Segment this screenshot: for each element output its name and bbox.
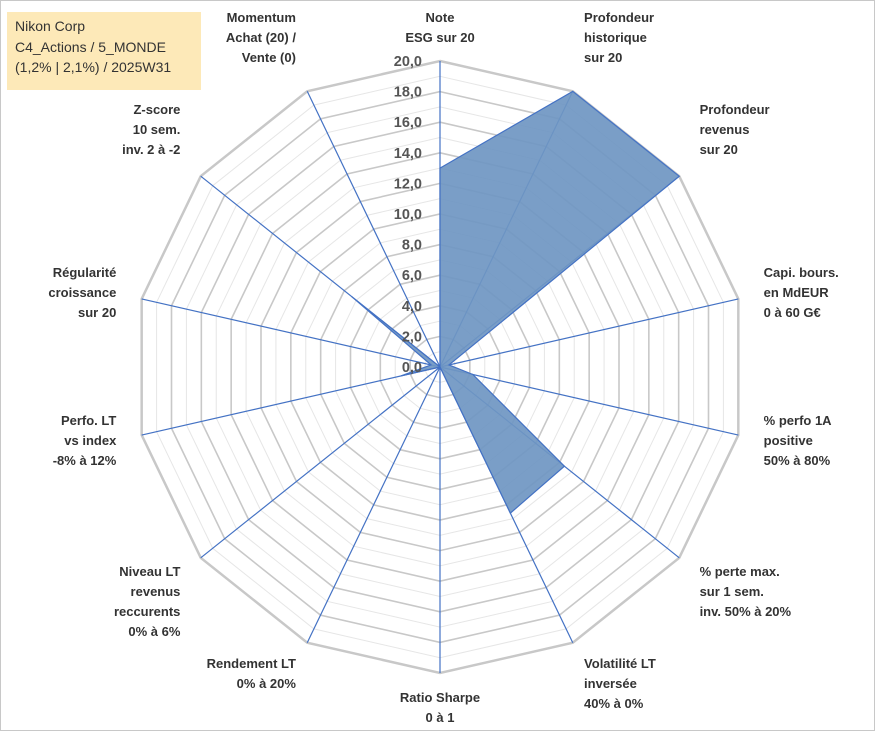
axis-label-11-line-0: Régularité bbox=[53, 265, 117, 280]
axis-label-11-line-1: croissance bbox=[48, 285, 116, 300]
axis-label-0-line-1: ESG sur 20 bbox=[405, 30, 474, 45]
axis-label-0: Note ESG sur 20 bbox=[405, 10, 474, 45]
tick-label-8: 16,0 bbox=[394, 115, 422, 131]
axis-label-4-line-2: 50% à 80% bbox=[764, 453, 831, 468]
title-line-category: C4_Actions / 5_MONDE bbox=[15, 38, 166, 55]
axis-label-7: Ratio Sharpe 0 à 1 bbox=[400, 690, 480, 725]
axis-label-2-line-2: sur 20 bbox=[700, 142, 738, 157]
chart-title-box: Nikon Corp C4_Actions / 5_MONDE (1,2% | … bbox=[7, 12, 201, 90]
axis-label-1-line-1: historique bbox=[584, 30, 647, 45]
tick-label-0: 0,0 bbox=[402, 360, 422, 376]
tick-label-5: 10,0 bbox=[394, 207, 422, 223]
axis-label-5-line-2: inv. 50% à 20% bbox=[700, 604, 792, 619]
axis-label-13: Momentum Achat (20) / Vente (0) bbox=[226, 10, 296, 65]
axis-label-3-line-2: 0 à 60 G€ bbox=[764, 305, 821, 320]
axis-label-3: Capi. bours. en MdEUR 0 à 60 G€ bbox=[764, 265, 839, 320]
axis-spoke-8 bbox=[306, 366, 441, 643]
axis-label-10-line-2: -8% à 12% bbox=[53, 453, 117, 468]
axis-label-7-line-1: 0 à 1 bbox=[426, 710, 455, 725]
axis-label-10-line-0: Perfo. LT bbox=[61, 413, 116, 428]
axis-label-13-line-2: Vente (0) bbox=[242, 50, 296, 65]
axis-label-10-line-1: vs index bbox=[64, 433, 117, 448]
radar-series bbox=[351, 90, 681, 515]
tick-label-2: 4,0 bbox=[402, 299, 422, 315]
axis-label-12-line-2: inv. 2 à -2 bbox=[122, 142, 180, 157]
tick-label-10: 20,0 bbox=[394, 54, 422, 70]
tick-label-4: 8,0 bbox=[402, 238, 422, 254]
axis-label-5: % perte max. sur 1 sem. inv. 50% à 20% bbox=[700, 564, 792, 619]
axis-label-2-line-1: revenus bbox=[700, 122, 750, 137]
axis-label-8: Rendement LT 0% à 20% bbox=[207, 656, 297, 691]
axis-label-4: % perfo 1A positive 50% à 80% bbox=[764, 413, 833, 468]
title-line-stats: (1,2% | 2,1%) / 2025W31 bbox=[15, 59, 172, 75]
radar-tick-labels: 0,0 2,0 4,0 6,0 8,0 10,0 12,0 14,0 16,0 18,0 20,0 bbox=[394, 54, 422, 376]
axis-label-13-line-1: Achat (20) / bbox=[226, 30, 296, 45]
axis-label-11: Régularité croissance sur 20 bbox=[48, 265, 116, 320]
axis-label-1-line-0: Profondeur bbox=[584, 10, 654, 25]
axis-label-9-line-2: reccurents bbox=[114, 604, 180, 619]
axis-label-5-line-0: % perte max. bbox=[700, 564, 780, 579]
axis-label-4-line-0: % perfo 1A bbox=[764, 413, 833, 428]
axis-label-1-line-2: sur 20 bbox=[584, 50, 622, 65]
axis-label-7-line-0: Ratio Sharpe bbox=[400, 690, 480, 705]
axis-label-12-line-1: 10 sem. bbox=[133, 122, 181, 137]
axis-label-8-line-0: Rendement LT bbox=[207, 656, 296, 671]
tick-label-3: 6,0 bbox=[402, 268, 422, 284]
axis-label-6: Volatilité LT inversée 40% à 0% bbox=[584, 656, 656, 711]
axis-spoke-11 bbox=[141, 298, 441, 368]
axis-spoke-4 bbox=[439, 366, 739, 436]
axis-spoke-9 bbox=[200, 366, 441, 559]
tick-label-1: 2,0 bbox=[402, 329, 422, 345]
tick-label-9: 18,0 bbox=[394, 85, 422, 101]
axis-label-8-line-1: 0% à 20% bbox=[237, 676, 297, 691]
tick-label-6: 12,0 bbox=[394, 176, 422, 192]
axis-label-6-line-1: inversée bbox=[584, 676, 637, 691]
axis-label-2-line-0: Profondeur bbox=[700, 102, 770, 117]
axis-label-0-line-0: Note bbox=[426, 10, 455, 25]
radar-axis-labels: Note ESG sur 20 Profondeur historique sur 20… bbox=[48, 10, 838, 725]
axis-spoke-13 bbox=[306, 91, 441, 368]
axis-label-6-line-2: 40% à 0% bbox=[584, 696, 644, 711]
axis-label-12: Z-score 10 sem. inv. 2 à -2 bbox=[122, 102, 180, 157]
axis-label-11-line-2: sur 20 bbox=[78, 305, 116, 320]
title-line-company: Nikon Corp bbox=[15, 18, 86, 34]
axis-label-10: Perfo. LT vs index -8% à 12% bbox=[53, 413, 117, 468]
axis-label-5-line-1: sur 1 sem. bbox=[700, 584, 764, 599]
axis-label-12-line-0: Z-score bbox=[133, 102, 180, 117]
axis-label-4-line-1: positive bbox=[764, 433, 813, 448]
axis-label-9-line-3: 0% à 6% bbox=[128, 624, 180, 639]
tick-label-7: 14,0 bbox=[394, 146, 422, 162]
axis-label-9: Niveau LT revenus reccurents 0% à 6% bbox=[114, 564, 181, 639]
axis-label-2: Profondeur revenus sur 20 bbox=[700, 102, 770, 157]
axis-label-13-line-0: Momentum bbox=[227, 10, 296, 25]
axis-spoke-3 bbox=[439, 298, 739, 368]
axis-spoke-10 bbox=[141, 366, 441, 436]
axis-label-3-line-1: en MdEUR bbox=[764, 285, 830, 300]
axis-label-1: Profondeur historique sur 20 bbox=[584, 10, 654, 65]
axis-label-6-line-0: Volatilité LT bbox=[584, 656, 656, 671]
axis-label-3-line-0: Capi. bours. bbox=[764, 265, 839, 280]
axis-label-9-line-0: Niveau LT bbox=[119, 564, 180, 579]
axis-label-9-line-1: revenus bbox=[131, 584, 181, 599]
